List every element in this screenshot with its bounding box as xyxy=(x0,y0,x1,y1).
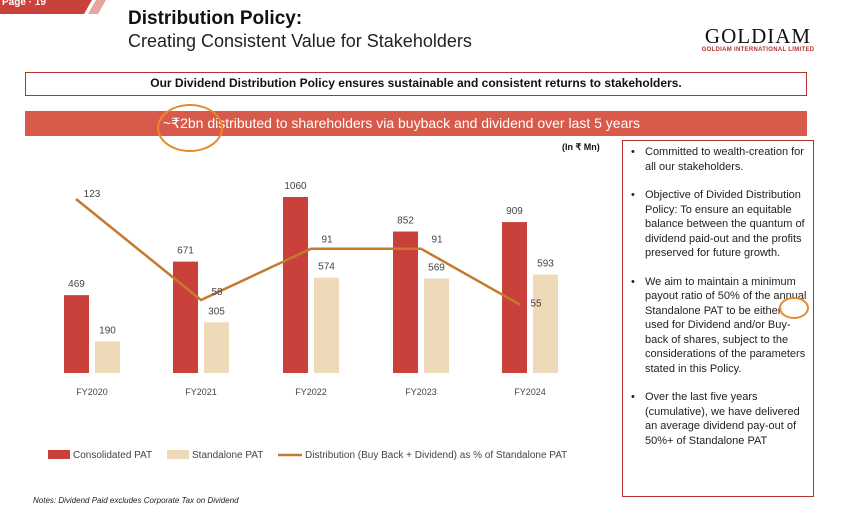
side-point: • We aim to maintain a minimum payout rat… xyxy=(631,275,807,375)
distribution-banner: ~₹2bn distributed to shareholders via bu… xyxy=(25,111,807,136)
x-tick-label: FY2020 xyxy=(76,387,108,397)
data-label-consolidated: 909 xyxy=(506,206,523,217)
bullet-icon: • xyxy=(631,391,635,403)
pat-chart: 469 190 FY2020 671 305 FY2021 1060 574 FY2022 852… xyxy=(48,181,567,461)
data-label-standalone: 190 xyxy=(99,325,116,336)
policy-points-panel: • Committed to wealth-creation for all ou… xyxy=(622,140,814,497)
data-label-distribution: 123 xyxy=(84,189,101,200)
unit-label: (In ₹ Mn) xyxy=(562,142,600,152)
company-logo: GOLDIAM GOLDIAM INTERNATIONAL LIMITED xyxy=(698,24,818,53)
logo-tagline: GOLDIAM INTERNATIONAL LIMITED xyxy=(701,47,815,53)
bar-consolidated xyxy=(393,231,418,373)
bar-standalone xyxy=(533,274,558,373)
page-title: Distribution Policy: xyxy=(128,8,303,29)
x-tick-label: FY2023 xyxy=(405,387,437,397)
legend-swatch-consolidated xyxy=(48,450,70,459)
payout-highlight-circle xyxy=(779,297,809,319)
highlight-circle xyxy=(157,104,223,152)
bullet-icon: • xyxy=(631,275,635,288)
bar-standalone xyxy=(314,277,339,373)
x-tick-label: FY2021 xyxy=(185,387,217,397)
data-label-distribution: 55 xyxy=(530,299,542,310)
data-label-distribution: 91 xyxy=(321,235,333,246)
bar-standalone xyxy=(204,322,229,373)
x-tick-label: FY2024 xyxy=(514,387,546,397)
data-label-standalone: 569 xyxy=(428,263,445,274)
legend-swatch-standalone xyxy=(167,450,189,459)
x-tick-label: FY2022 xyxy=(295,387,327,397)
page-tab xyxy=(0,0,106,14)
policy-statement: Our Dividend Distribution Policy ensures… xyxy=(25,72,807,96)
data-label-consolidated: 469 xyxy=(68,279,85,290)
data-label-standalone: 305 xyxy=(208,306,225,317)
data-label-consolidated: 671 xyxy=(177,246,194,257)
logo-name: GOLDIAM xyxy=(704,24,812,48)
side-point: • Committed to wealth-creation for all ou… xyxy=(631,146,804,173)
bar-standalone xyxy=(95,341,120,373)
data-label-standalone: 574 xyxy=(318,262,335,273)
series-line-distribution xyxy=(75,198,521,306)
legend-label-distribution: Distribution (Buy Back + Dividend) as % … xyxy=(305,450,567,461)
data-label-consolidated: 852 xyxy=(397,216,414,227)
data-label-consolidated: 1060 xyxy=(284,181,307,192)
data-label-distribution: 58 xyxy=(211,287,223,298)
bar-consolidated xyxy=(64,295,89,373)
side-point: • Objective of Divided Distribution Polic… xyxy=(631,189,805,259)
page-number: Page · 19 xyxy=(2,0,46,8)
page-subtitle: Creating Consistent Value for Stakeholde… xyxy=(128,31,472,51)
side-point: • Over the last five years (cumulative), … xyxy=(631,391,800,447)
bar-consolidated xyxy=(173,261,198,373)
data-label-standalone: 593 xyxy=(537,259,554,270)
legend-label-consolidated: Consolidated PAT xyxy=(73,450,152,461)
legend-label-standalone: Standalone PAT xyxy=(192,450,263,461)
bar-consolidated xyxy=(283,197,308,373)
bar-standalone xyxy=(424,278,449,373)
data-label-distribution: 91 xyxy=(431,235,443,246)
footnote: Notes: Dividend Paid excludes Corporate … xyxy=(33,496,239,505)
bullet-icon: • xyxy=(631,189,635,201)
bullet-icon: • xyxy=(631,146,635,158)
